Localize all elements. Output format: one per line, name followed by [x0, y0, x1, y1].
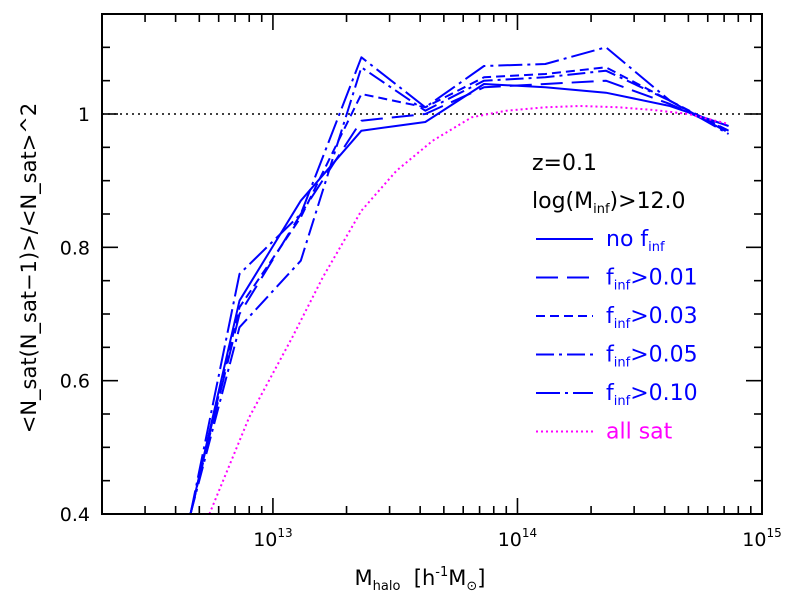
x-label-sub: halo: [373, 579, 401, 594]
x-label-unit-sub: ⊙: [466, 579, 477, 594]
redshift-label: z=0.1: [532, 151, 597, 176]
legend-label-2: finf>0.03: [606, 304, 698, 332]
annotations: z=0.1 log(Minf)>12.0: [532, 151, 686, 217]
mass-cut-label: log(Minf)>12.0: [532, 189, 686, 217]
series-line-1: [189, 79, 730, 514]
y-axis-label: <N_sat(N_sat−1)>/<N_sat>^2: [17, 103, 42, 434]
legend-label-0: no finf: [606, 227, 665, 255]
y-tick-label-2: 0.8: [60, 237, 90, 259]
y-tick-label-1: 0.6: [60, 371, 90, 393]
series-line-0: [189, 83, 729, 514]
x-tick-label-0: 1013: [253, 526, 292, 551]
series-lines: [102, 46, 762, 514]
x-axis-label: Mhalo [h-1M⊙]: [355, 565, 486, 594]
x-tick-label-2: 1015: [742, 526, 781, 551]
legend-label-3: finf>0.05: [606, 343, 698, 371]
x-label-unit: M: [448, 566, 466, 590]
series-line-5: [208, 105, 729, 514]
x-label-sup: -1: [435, 565, 448, 580]
x-tick-label-1: 1014: [498, 526, 537, 551]
x-label-rest: [h: [400, 566, 435, 590]
series-line-3: [189, 66, 730, 514]
legend-label-5: all sat: [606, 420, 673, 445]
legend-label-1: finf>0.01: [606, 266, 698, 294]
plot-frame: [101, 13, 763, 515]
x-label-close: ]: [477, 566, 485, 590]
x-label-main: M: [355, 566, 373, 590]
y-tick-label-0: 0.4: [60, 504, 90, 526]
series-line-4: [189, 46, 730, 514]
axis-ticks: [101, 13, 763, 515]
legend-label-4: finf>0.10: [606, 381, 698, 409]
y-tick-label-3: 1: [78, 104, 90, 126]
series-line-2: [189, 66, 730, 514]
axis-tick-labels: 1013 1014 1015 0.4 0.6 0.8 1: [60, 104, 782, 551]
legend: no finf finf>0.01 finf>0.03 finf>0.05 finf>0…: [536, 227, 698, 445]
